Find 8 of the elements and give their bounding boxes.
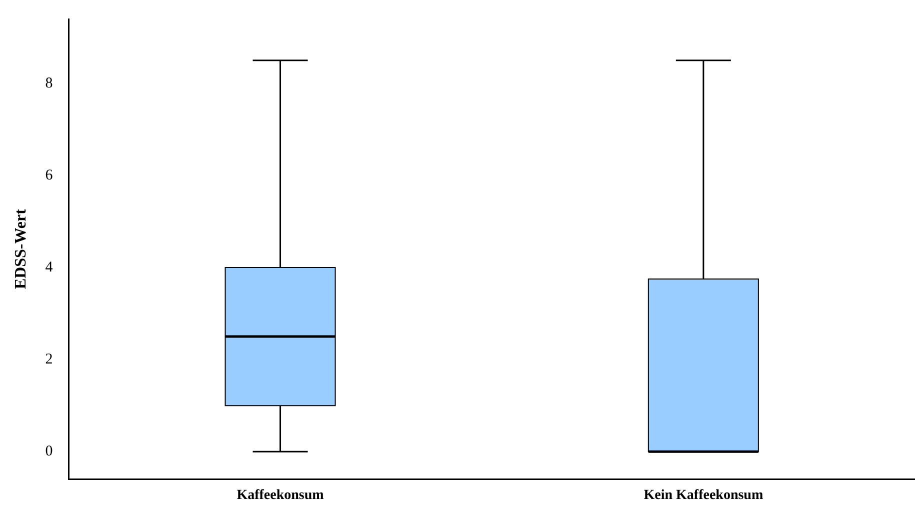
y-tick-label: 4 bbox=[45, 259, 54, 276]
y-tick-label: 0 bbox=[45, 444, 53, 460]
x-tick-label: Kaffeekonsum bbox=[236, 488, 324, 504]
y-axis-title: EDSS-Wert bbox=[12, 208, 30, 290]
x-tick-label: Kein Kaffeekonsum bbox=[644, 488, 764, 504]
y-tick-label: 8 bbox=[45, 75, 53, 92]
y-tick-label: 2 bbox=[45, 351, 53, 368]
y-tick-label: 6 bbox=[45, 167, 54, 184]
